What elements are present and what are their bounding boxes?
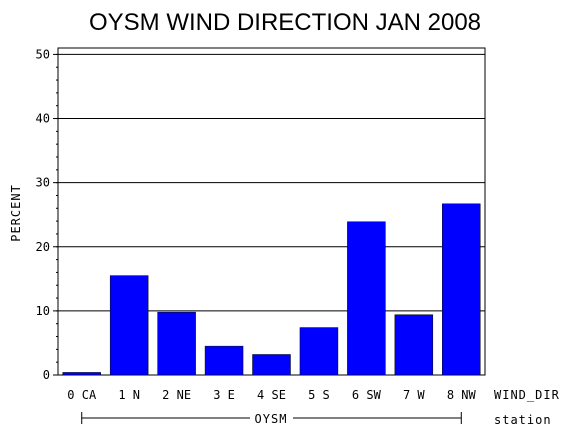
chart-title: OYSM WIND DIRECTION JAN 2008 [89,9,481,36]
x-tick-label-0: 0 CA [67,388,97,402]
y-tick-label-2: 20 [36,240,50,254]
x-tick-label-2: 2 NE [162,388,191,402]
bar-7 [394,314,434,376]
x-axis-label: WIND_DIR [494,388,560,402]
bar-2 [157,311,196,376]
bar-5 [299,327,339,376]
plot-area: 0 10 20 30 40 50 0 CA 1 N 2 NE 3 E 4 SE 5 S 6 SW 7 W 8… [36,47,486,424]
x-tick-label-1: 1 N [118,388,140,402]
x-tick-label-3: 3 E [213,388,235,402]
group-label: OYSM [255,412,288,426]
y-tick-label-5: 50 [36,47,50,61]
bar-1 [109,275,149,376]
bar-6 [347,221,386,376]
bar-3 [204,345,244,376]
bar-4 [252,354,291,376]
x-tick-label-7: 7 W [403,388,425,402]
bar-8 [442,203,481,376]
x-tick-label-6: 6 SW [352,388,382,402]
group-label-name: station [494,413,552,427]
y-tick-label-0: 0 [43,368,50,382]
y-tick-label-3: 30 [36,176,50,190]
bar-0 [62,372,101,376]
y-tick-label-1: 10 [36,304,50,318]
x-tick-label-4: 4 SE [257,388,286,402]
x-tick-label-5: 5 S [308,388,330,402]
y-axis-label: PERCENT [9,184,23,242]
x-tick-label-8: 8 NW [447,388,477,402]
y-tick-label-4: 40 [36,112,50,126]
